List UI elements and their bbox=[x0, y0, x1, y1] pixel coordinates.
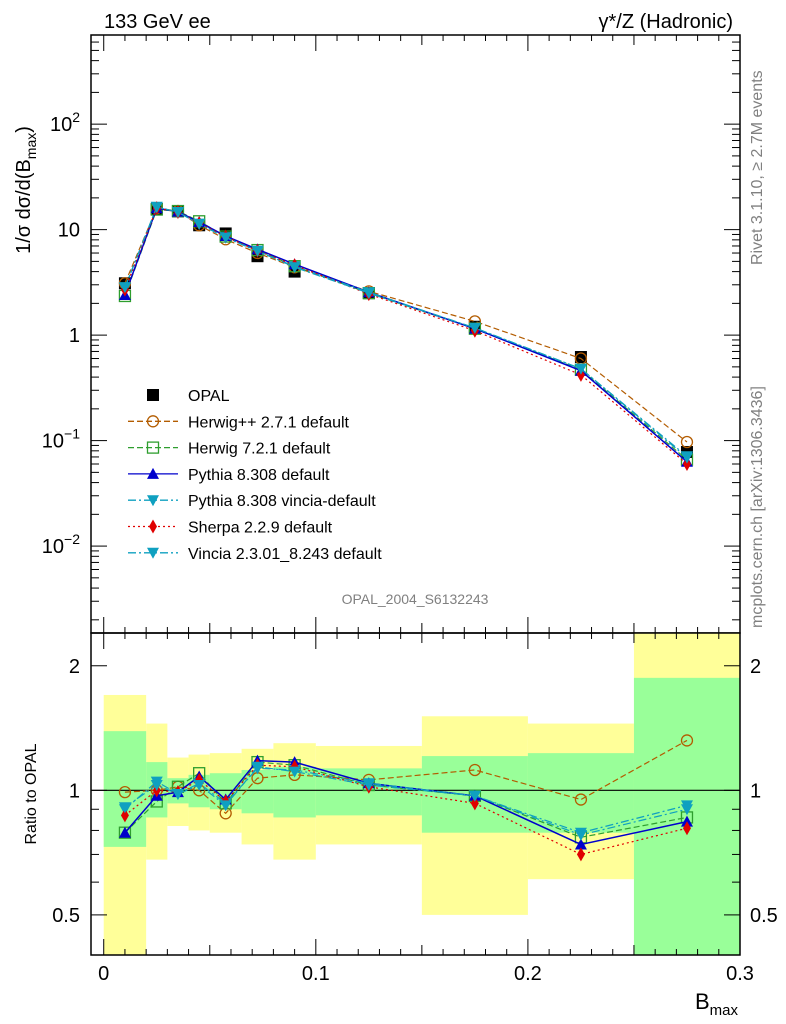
data-point bbox=[362, 288, 375, 300]
data-point bbox=[574, 793, 588, 806]
data-point bbox=[468, 790, 481, 802]
header-right: γ*/Z (Hadronic) bbox=[599, 11, 733, 33]
legend: OPAL Herwig++ 2.7.1 default Herwig 7.2.1 d… bbox=[128, 388, 382, 563]
legend-entry: Sherpa 2.2.9 default bbox=[128, 519, 333, 537]
data-point bbox=[574, 838, 587, 850]
legend-label: Pythia 8.308 default bbox=[188, 467, 330, 484]
legend-entry: Pythia 8.308 vincia-default bbox=[128, 493, 376, 510]
legend-entry: Herwig 7.2.1 default bbox=[128, 441, 331, 458]
data-point bbox=[150, 202, 163, 214]
ratio-y-tick-label-right: 2 bbox=[750, 656, 761, 678]
data-point bbox=[251, 761, 264, 773]
data-point bbox=[574, 829, 587, 841]
ratio-frame bbox=[90, 632, 741, 956]
x-tick-label: 0.1 bbox=[302, 963, 330, 985]
legend-marker bbox=[149, 519, 157, 534]
data-point bbox=[150, 780, 163, 792]
main-series-6 bbox=[118, 202, 693, 464]
ratio-series-5 bbox=[118, 761, 693, 841]
legend-marker bbox=[147, 547, 159, 559]
data-point bbox=[682, 457, 691, 472]
main-y-tick-label: 1 bbox=[69, 325, 80, 347]
rivet-label: Rivet 3.1.10, ≥ 2.7M events bbox=[749, 70, 766, 265]
data-point bbox=[118, 282, 131, 294]
header-left: 133 GeV ee bbox=[104, 11, 211, 33]
legend-label: Herwig++ 2.7.1 default bbox=[188, 414, 350, 431]
x-tick-label: 0 bbox=[98, 963, 109, 985]
ratio-y-tick-label-left: 2 bbox=[69, 656, 80, 678]
ratio-y-axis-label: Ratio to OPAL bbox=[23, 743, 40, 844]
data-point bbox=[171, 206, 184, 218]
analysis-label: OPAL_2004_S6132243 bbox=[342, 591, 489, 607]
ratio-y-tick-label-left: 0.5 bbox=[52, 905, 80, 927]
data-point bbox=[193, 219, 206, 231]
data-point bbox=[680, 435, 694, 449]
series-line bbox=[124, 739, 688, 815]
data-point bbox=[576, 367, 585, 382]
data-point bbox=[219, 800, 232, 812]
series-line bbox=[124, 761, 688, 838]
band-green bbox=[241, 769, 274, 814]
mcplots-label: mcplots.cern.ch [arXiv:1306.3436] bbox=[749, 386, 766, 628]
data-point bbox=[288, 766, 301, 778]
data-point bbox=[118, 826, 131, 838]
data-point bbox=[288, 262, 301, 274]
data-point bbox=[468, 322, 481, 334]
legend-label: Pythia 8.308 vincia-default bbox=[188, 493, 376, 510]
data-point bbox=[470, 796, 479, 811]
data-point bbox=[680, 815, 693, 827]
legend-marker bbox=[146, 415, 160, 428]
legend-entry: OPAL bbox=[147, 388, 230, 405]
data-point bbox=[576, 847, 585, 862]
main-y-tick-label: 10 bbox=[58, 220, 80, 242]
data-point bbox=[680, 734, 694, 747]
legend-label: Vincia 2.3.01_8.243 default bbox=[188, 546, 382, 563]
legend-label: Herwig 7.2.1 default bbox=[188, 441, 331, 458]
ratio-x-ticks bbox=[103, 633, 741, 955]
ratio-panel: 0.5 0.5 1 1 2 2 0 0.1 0.2 0.3 Ratio to OPAL Bmax bbox=[23, 632, 778, 1019]
data-point bbox=[120, 808, 129, 823]
data-point bbox=[171, 788, 184, 800]
data-point bbox=[362, 780, 375, 792]
data-point bbox=[680, 452, 693, 464]
legend-marker bbox=[146, 441, 160, 454]
x-tick-label: 0.2 bbox=[514, 963, 542, 985]
legend-label: OPAL bbox=[188, 388, 230, 405]
ratio-y-tick-label-left: 1 bbox=[69, 780, 80, 802]
main-x-ticks bbox=[103, 35, 741, 633]
legend-label: Sherpa 2.2.9 default bbox=[188, 520, 333, 537]
data-point bbox=[574, 363, 587, 375]
x-tick-label: 0.3 bbox=[726, 963, 754, 985]
main-y-tick-label: 102 bbox=[50, 109, 80, 136]
data-point bbox=[193, 780, 206, 792]
legend-marker bbox=[147, 495, 159, 507]
data-point bbox=[118, 802, 131, 814]
uncertainty-bands bbox=[103, 633, 740, 955]
ratio-y-ticks bbox=[91, 665, 740, 956]
main-y-tick-label: 10−2 bbox=[42, 531, 80, 558]
main-panel: 10−2 10−1 1 10 102 1/σ dσ/d(Bmax) OPAL Herwig++… bbox=[13, 34, 741, 634]
legend-marker bbox=[147, 467, 159, 479]
ratio-y-tick-label-right: 0.5 bbox=[750, 905, 778, 927]
series-line bbox=[124, 766, 688, 836]
ratio-y-tick-label-right: 1 bbox=[750, 780, 761, 802]
data-point bbox=[251, 245, 264, 257]
main-y-axis-label: 1/σ dσ/d(Bmax) bbox=[13, 126, 39, 254]
data-point bbox=[682, 821, 691, 836]
data-point bbox=[219, 232, 232, 244]
band-green bbox=[527, 753, 634, 833]
x-axis-label: Bmax bbox=[695, 989, 739, 1019]
data-point bbox=[680, 804, 693, 816]
data-point bbox=[118, 785, 132, 799]
legend-marker bbox=[147, 389, 159, 401]
data-point bbox=[468, 763, 482, 777]
legend-entry: Vincia 2.3.01_8.243 default bbox=[128, 546, 382, 563]
legend-entry: Herwig++ 2.7.1 default bbox=[128, 414, 350, 431]
main-y-tick-label: 10−1 bbox=[42, 426, 80, 453]
legend-entry: Pythia 8.308 default bbox=[128, 467, 330, 484]
